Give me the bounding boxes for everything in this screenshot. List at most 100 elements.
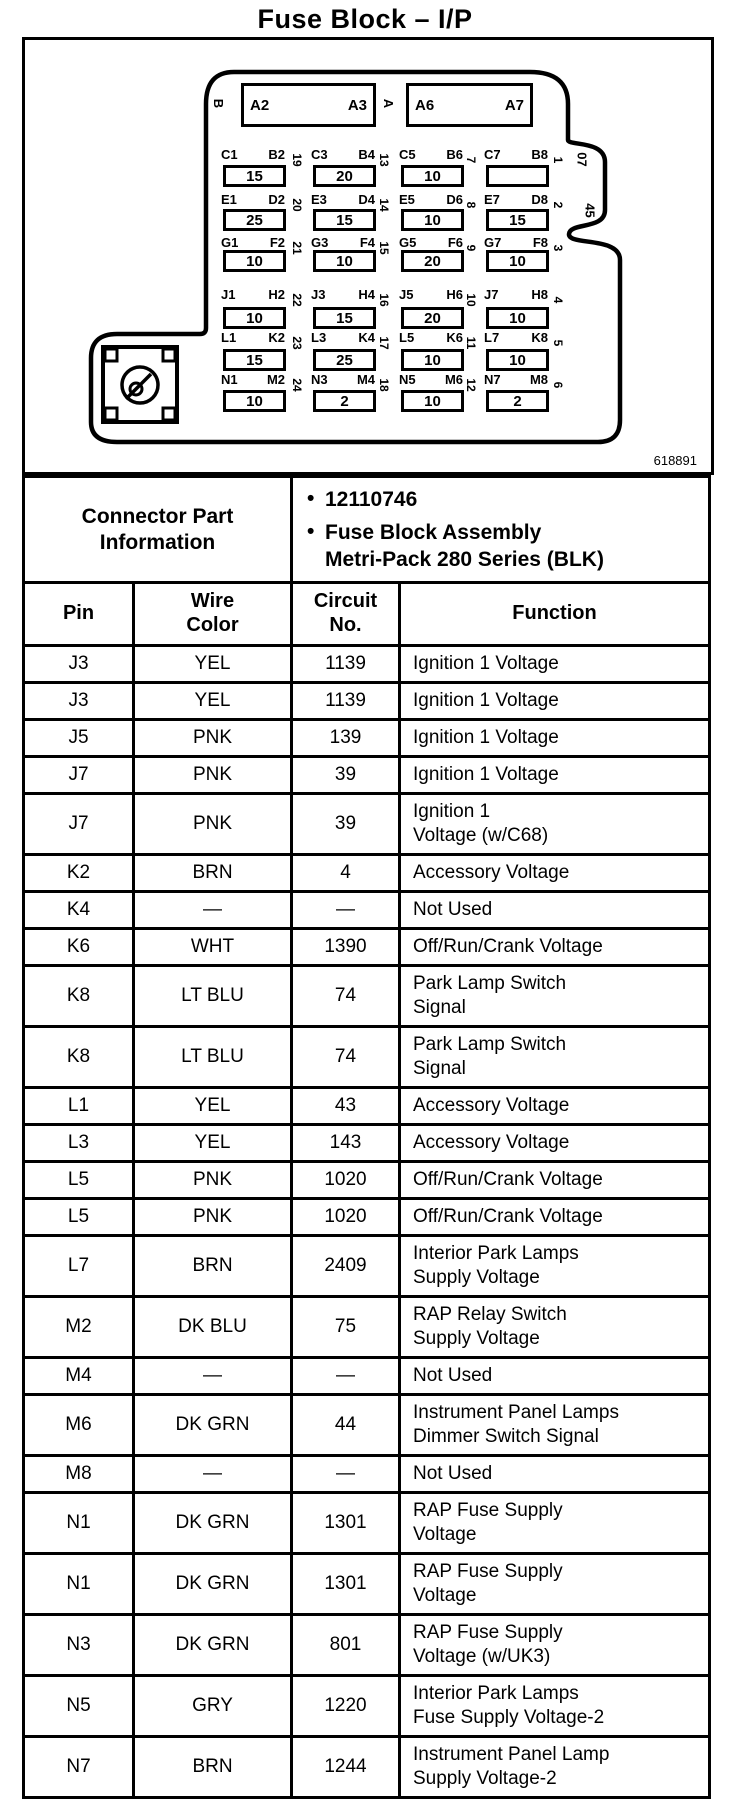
pin-cell: K8 — [22, 1025, 135, 1089]
circuit-no-cell: 43 — [290, 1086, 401, 1126]
fuse-terminal-label: J3 — [311, 287, 326, 302]
wire-color-cell: WHT — [132, 927, 293, 967]
cavity-number: 4 — [551, 296, 565, 304]
fuse-amp-rating: 15 — [336, 211, 353, 229]
fuse-terminal-labels: C5 B6 — [399, 147, 463, 162]
fuse-amp-rating: 15 — [246, 167, 263, 185]
function-cell: Not Used — [397, 1454, 712, 1494]
fuse-box: 20 — [401, 250, 464, 272]
fuse-terminal-label: H8 — [531, 287, 548, 302]
fuse-box: 25 — [313, 349, 376, 371]
fuse-terminal-label: E5 — [399, 192, 415, 207]
header-row: Pin Wire Color Circuit No. Function — [22, 581, 712, 647]
cavity-number: 19 — [290, 153, 304, 167]
edge-number: 45 — [582, 203, 598, 218]
fuse-terminal-label: M4 — [356, 372, 375, 387]
fuse-terminal-labels: E5 D6 — [399, 192, 463, 207]
column-header-pin: Pin — [22, 581, 135, 647]
fuse-amp-rating: 10 — [246, 392, 263, 410]
wire-color-cell: BRN — [132, 1735, 293, 1799]
cavity-number: 14 — [377, 198, 391, 212]
fuse-terminal-labels: J3 H4 — [311, 287, 375, 302]
fuse-terminal-label: B2 — [268, 147, 285, 162]
table-row: M4— — Not Used — [22, 1356, 712, 1396]
fuse-terminal-labels: G3 F4 — [311, 235, 375, 250]
function-cell: Ignition 1 Voltage (w/C68) — [397, 792, 712, 856]
fuse-amp-rating: 10 — [424, 211, 441, 229]
circuit-no-cell: 2409 — [290, 1234, 401, 1298]
wire-color-cell: PNK — [132, 718, 293, 758]
fuse-amp-rating: 25 — [336, 351, 353, 369]
fuse-terminal-label: B8 — [531, 147, 548, 162]
pin-cell: J7 — [22, 755, 135, 795]
fuse-terminal-label: C1 — [221, 147, 238, 162]
cavity-number: 1 — [551, 156, 565, 164]
wire-color-cell: LT BLU — [132, 964, 293, 1028]
table-row: M2 DK BLU 75 RAP Relay Switch Supply Voltag… — [22, 1295, 712, 1359]
pin-cell: N7 — [22, 1735, 135, 1799]
fuse-amp-rating: 20 — [336, 167, 353, 185]
fuse-terminal-labels: J5 H6 — [399, 287, 463, 302]
cavity-number: 23 — [290, 336, 304, 350]
function-cell: Not Used — [397, 890, 712, 930]
wire-color-cell: GRY — [132, 1674, 293, 1738]
fuse-terminal-label: C7 — [484, 147, 501, 162]
fuse-amp-rating: 10 — [424, 167, 441, 185]
fuse-box: 15 — [223, 349, 286, 371]
fuse-terminal-label: K8 — [531, 330, 548, 345]
fuse-box: 10 — [401, 349, 464, 371]
fuse-terminal-label: G7 — [484, 235, 502, 250]
cavity-number: 10 — [464, 293, 478, 307]
table-row: M8— — Not Used — [22, 1454, 712, 1494]
wire-color-cell: YEL — [132, 1086, 293, 1126]
fuse-terminal-labels: E1 D2 — [221, 192, 285, 207]
circuit-no-cell: 39 — [290, 755, 401, 795]
cavity-number: 24 — [290, 378, 304, 392]
fuse-terminal-labels: J7 H8 — [484, 287, 548, 302]
fuse-terminal-label: L7 — [484, 330, 500, 345]
fuse-terminal-label: F8 — [532, 235, 548, 250]
fuse-box: 20 — [401, 307, 464, 329]
pin-cell: L3 — [22, 1123, 135, 1163]
circuit-no-cell: 1244 — [290, 1735, 401, 1799]
table-row: N1 DK GRN 1301 RAP Fuse Supply Voltage — [22, 1552, 712, 1616]
function-cell: Accessory Voltage — [397, 1123, 712, 1163]
table-row: K8 LT BLU 74 Park Lamp Switch Signal — [22, 964, 712, 1028]
fuse-amp-rating: 2 — [340, 392, 349, 410]
fuse-box: 10 — [486, 307, 549, 329]
function-cell: Ignition 1 Voltage — [397, 718, 712, 758]
fuse-box: 10 — [486, 250, 549, 272]
cavity-number: 21 — [290, 241, 304, 255]
fuse-terminal-label: F6 — [447, 235, 463, 250]
circuit-no-cell: 1020 — [290, 1197, 401, 1237]
table-row: M6 DK GRN 44 Instrument Panel Lamps Dimmer … — [22, 1393, 712, 1457]
wire-color-cell: DK GRN — [132, 1491, 293, 1555]
function-cell: RAP Relay Switch Supply Voltage — [397, 1295, 712, 1359]
fuse-box: 15 — [313, 307, 376, 329]
fuse-terminal-label: J1 — [221, 287, 236, 302]
table-row: L3 YEL 143 Accessory Voltage — [22, 1123, 712, 1163]
fuse-amp-rating: 2 — [513, 392, 522, 410]
fuse-terminal-labels: C1 B2 — [221, 147, 285, 162]
function-cell: RAP Fuse Supply Voltage — [397, 1491, 712, 1555]
circuit-no-cell: 143 — [290, 1123, 401, 1163]
part-info-list: 12110746 Fuse Block Assembly Metri-Pack … — [307, 485, 704, 573]
fuse-terminal-label: H4 — [358, 287, 375, 302]
part-info-item: Fuse Block Assembly Metri-Pack 280 Serie… — [307, 518, 704, 573]
fuse-box: 10 — [401, 165, 464, 187]
fuse-terminal-label: E7 — [484, 192, 500, 207]
fuse-terminal-labels: J1 H2 — [221, 287, 285, 302]
table-row: K2 BRN 4 Accessory Voltage — [22, 853, 712, 893]
fuse-terminal-label: D4 — [358, 192, 375, 207]
cavity-number: 7 — [464, 156, 478, 164]
mounting-bracket — [101, 345, 179, 424]
cavity-number: 18 — [377, 378, 391, 392]
fuse-terminal-labels: G1 F2 — [221, 235, 285, 250]
fuse-terminal-label: C5 — [399, 147, 416, 162]
pin-cell: N1 — [22, 1552, 135, 1616]
pin-cell: N5 — [22, 1674, 135, 1738]
fuse-terminal-label: B4 — [358, 147, 375, 162]
pin-cell: L5 — [22, 1197, 135, 1237]
circuit-no-cell: — — [290, 1454, 401, 1494]
wire-color-cell: PNK — [132, 1197, 293, 1237]
